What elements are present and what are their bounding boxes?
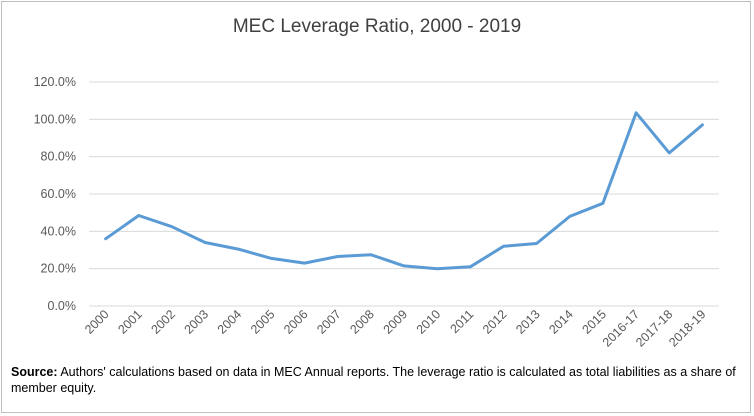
data-point [601, 202, 605, 205]
data-point [634, 111, 638, 115]
y-tick-label: 20.0% [41, 262, 76, 276]
data-point [502, 245, 505, 248]
data-point [303, 261, 306, 265]
x-tick-label: 2002 [148, 307, 178, 337]
y-tick-label: 100.0% [34, 112, 76, 126]
chart-title: MEC Leverage Ratio, 2000 - 2019 [232, 16, 522, 37]
x-tick-label: 2013 [513, 307, 543, 337]
y-tick-label: 80.0% [41, 150, 76, 164]
x-tick-label: 2003 [182, 307, 212, 337]
data-point [369, 253, 373, 256]
x-tick-label: 2006 [281, 307, 311, 337]
data-point [701, 123, 704, 127]
data-point [104, 237, 107, 240]
y-tick-label: 0.0% [48, 299, 77, 313]
y-tick-label: 40.0% [41, 224, 76, 238]
data-point [469, 265, 472, 268]
data-point [203, 241, 207, 244]
data-point [568, 215, 571, 218]
data-point [435, 267, 439, 270]
series-line [104, 111, 704, 271]
x-tick-label: 2011 [448, 307, 477, 336]
x-tick-label: 2014 [546, 307, 576, 337]
data-point [270, 257, 273, 260]
data-point [336, 255, 339, 258]
source-text: Authors' calculations based on data in M… [11, 365, 736, 395]
data-point [170, 225, 174, 228]
source-note: Source: Authors' calculations based on d… [11, 364, 746, 396]
x-tick-label: 2015 [580, 307, 610, 337]
source-label: Source: [11, 365, 58, 379]
x-tick-label: 2000 [82, 307, 112, 337]
x-tick-label: 2004 [215, 307, 245, 337]
x-tick-label: 2012 [480, 307, 510, 337]
y-tick-label: 60.0% [41, 187, 76, 201]
data-point [402, 264, 406, 268]
data-point [137, 214, 140, 217]
x-tick-label: 2005 [248, 307, 278, 337]
x-tick-label: 2008 [347, 307, 377, 337]
x-tick-label: 2001 [115, 307, 145, 337]
data-point [535, 242, 538, 245]
data-point [668, 151, 671, 155]
x-tick-label: 2018-19 [666, 307, 708, 349]
x-tick-label: 2007 [314, 307, 344, 337]
x-tick-label: 2010 [414, 307, 444, 337]
x-tick-label: 2009 [381, 307, 411, 337]
y-tick-label: 120.0% [34, 75, 76, 89]
data-point [237, 247, 240, 251]
